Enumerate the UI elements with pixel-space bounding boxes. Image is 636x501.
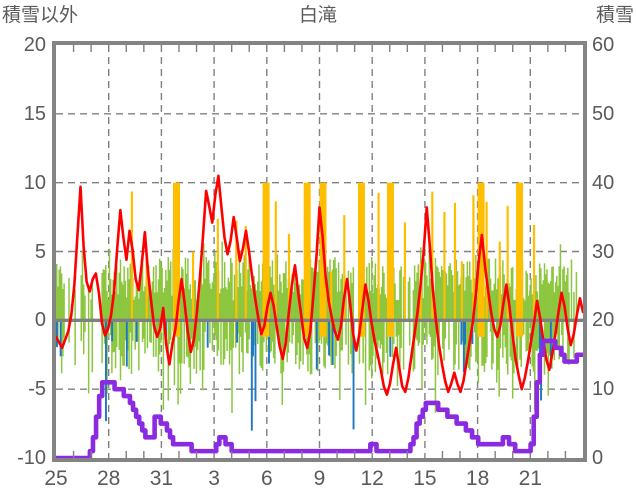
plot-area	[52, 41, 587, 462]
plot-svg	[56, 45, 583, 458]
axis-ticks	[72, 45, 567, 458]
right-axis-tick: 0	[592, 447, 604, 469]
right-axis-tick: 10	[592, 378, 615, 401]
left-axis-tick: -5	[28, 378, 46, 401]
bottom-axis-tick: 31	[149, 467, 174, 490]
bottom-axis-tick: 21	[518, 467, 542, 490]
right-axis-title: 積雪	[595, 5, 634, 26]
right-axis-tick: 30	[592, 240, 615, 263]
bottom-axis-tick: 6	[260, 467, 273, 490]
snow-depth-line	[56, 338, 583, 458]
plot-canvas	[56, 45, 583, 458]
right-axis-tick: 60	[592, 34, 615, 56]
bottom-axis-tick: 28	[97, 467, 121, 490]
left-axis-tick: 5	[34, 240, 46, 263]
temperature-line	[56, 174, 583, 396]
chart-title: 白滝	[298, 5, 337, 26]
bottom-axis-tick: 3	[208, 467, 220, 490]
bottom-axis-tick: 9	[313, 467, 326, 490]
left-axis-tick: 20	[23, 34, 46, 56]
left-axis-tick: -10	[17, 447, 46, 469]
left-axis-tick: 10	[23, 171, 46, 194]
bottom-axis-tick: 12	[360, 467, 384, 490]
left-axis-tick: 0	[34, 309, 46, 332]
sunshine-bars	[130, 182, 536, 337]
right-axis-tick: 40	[592, 171, 615, 194]
right-axis-tick: 50	[592, 102, 615, 125]
bottom-axis-tick: 25	[44, 467, 68, 490]
bottom-axis-tick: 18	[465, 467, 490, 490]
bottom-axis-tick: 15	[413, 467, 437, 490]
right-axis-tick: 20	[592, 309, 615, 332]
left-axis-tick: 15	[23, 102, 46, 125]
left-axis-title: 積雪以外	[2, 5, 79, 26]
